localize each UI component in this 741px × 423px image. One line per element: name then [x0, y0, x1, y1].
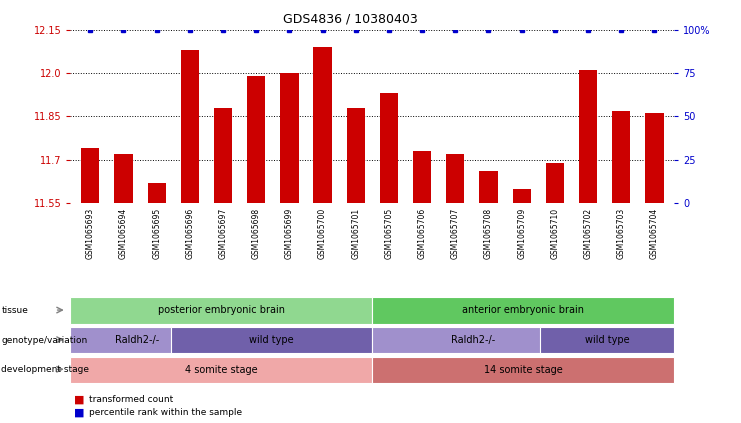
Text: Raldh2-/-: Raldh2-/-: [451, 335, 495, 345]
Bar: [280, 73, 299, 203]
Text: Raldh2-/-: Raldh2-/-: [116, 335, 159, 345]
Text: GSM1065710: GSM1065710: [551, 208, 559, 258]
Text: development stage: development stage: [1, 365, 90, 374]
Bar: [380, 93, 398, 203]
Bar: [214, 107, 232, 203]
Text: GSM1065707: GSM1065707: [451, 208, 460, 259]
Text: GSM1065704: GSM1065704: [650, 208, 659, 259]
Text: GSM1065700: GSM1065700: [318, 208, 327, 259]
Text: transformed count: transformed count: [89, 395, 173, 404]
Text: GSM1065696: GSM1065696: [185, 208, 194, 259]
Text: GSM1065693: GSM1065693: [86, 208, 95, 259]
Text: wild type: wild type: [585, 335, 630, 345]
Text: ■: ■: [74, 395, 84, 405]
Bar: [579, 70, 597, 203]
Text: GSM1065706: GSM1065706: [418, 208, 427, 259]
Text: GSM1065708: GSM1065708: [484, 208, 493, 258]
Bar: [313, 47, 332, 203]
Bar: [645, 113, 663, 203]
Text: GSM1065699: GSM1065699: [285, 208, 294, 259]
Text: 14 somite stage: 14 somite stage: [484, 365, 562, 375]
Text: genotype/variation: genotype/variation: [1, 335, 87, 345]
Bar: [479, 171, 498, 203]
Bar: [147, 183, 166, 203]
Bar: [413, 151, 431, 203]
Text: anterior embryonic brain: anterior embryonic brain: [462, 305, 585, 316]
Bar: [82, 148, 99, 203]
Text: GSM1065697: GSM1065697: [219, 208, 227, 259]
Text: GSM1065702: GSM1065702: [583, 208, 593, 258]
Bar: [114, 154, 133, 203]
Text: GSM1065698: GSM1065698: [252, 208, 261, 258]
Bar: [545, 162, 564, 203]
Text: tissue: tissue: [1, 306, 28, 315]
Text: GSM1065695: GSM1065695: [152, 208, 162, 259]
Bar: [446, 154, 465, 203]
Text: GSM1065694: GSM1065694: [119, 208, 128, 259]
Text: GSM1065701: GSM1065701: [351, 208, 360, 258]
Text: GSM1065705: GSM1065705: [385, 208, 393, 259]
Bar: [612, 110, 631, 203]
Text: 4 somite stage: 4 somite stage: [185, 365, 258, 375]
Text: wild type: wild type: [250, 335, 294, 345]
Bar: [347, 107, 365, 203]
Text: percentile rank within the sample: percentile rank within the sample: [89, 408, 242, 417]
Bar: [247, 76, 265, 203]
Text: ■: ■: [74, 407, 84, 418]
Text: GSM1065709: GSM1065709: [517, 208, 526, 259]
Bar: [513, 189, 531, 203]
Text: GDS4836 / 10380403: GDS4836 / 10380403: [283, 13, 417, 26]
Text: posterior embryonic brain: posterior embryonic brain: [158, 305, 285, 316]
Text: GSM1065703: GSM1065703: [617, 208, 625, 259]
Bar: [181, 50, 199, 203]
